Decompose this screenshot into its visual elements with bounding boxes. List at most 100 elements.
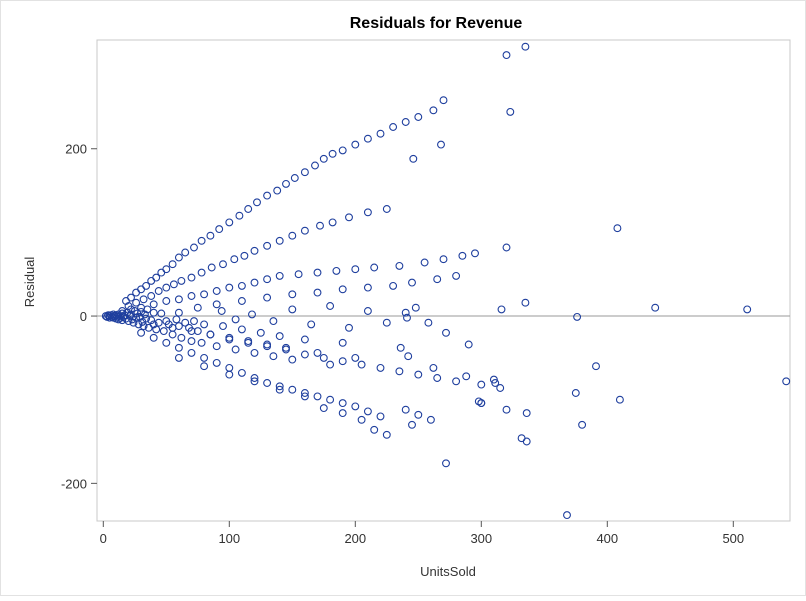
data-point xyxy=(311,161,319,170)
data-point xyxy=(149,308,158,317)
data-point xyxy=(250,348,259,357)
y-tick-label: 200 xyxy=(65,142,87,157)
data-point xyxy=(149,333,158,342)
data-point xyxy=(187,292,196,300)
data-point xyxy=(140,310,149,319)
data-point xyxy=(174,353,183,362)
data-point xyxy=(563,511,571,520)
data-point xyxy=(124,317,133,326)
data-point xyxy=(313,288,322,297)
data-point xyxy=(408,278,416,287)
data-point xyxy=(782,377,791,386)
data-point xyxy=(206,231,215,240)
data-point xyxy=(403,313,411,322)
data-point xyxy=(404,352,413,361)
data-point xyxy=(190,317,198,326)
data-point xyxy=(452,377,461,386)
data-point xyxy=(127,305,135,314)
data-point xyxy=(414,113,423,121)
data-point xyxy=(225,370,234,379)
data-point xyxy=(414,410,423,419)
y-tick-label: 0 xyxy=(80,309,87,324)
data-point xyxy=(316,221,324,230)
data-point xyxy=(147,292,156,300)
data-point xyxy=(282,179,290,188)
x-tick-label: 300 xyxy=(470,531,492,546)
data-point xyxy=(193,303,202,312)
data-point xyxy=(225,335,234,344)
data-point xyxy=(351,353,360,362)
data-point xyxy=(328,149,337,158)
data-point xyxy=(235,211,244,220)
data-point xyxy=(263,275,272,284)
data-point xyxy=(212,287,221,295)
data-point xyxy=(162,283,171,292)
data-point xyxy=(137,328,146,337)
data-point xyxy=(420,258,429,267)
data-point xyxy=(237,297,246,305)
data-point xyxy=(382,205,391,213)
data-point xyxy=(615,395,624,404)
data-point xyxy=(275,271,284,280)
data-point xyxy=(345,323,353,332)
data-point xyxy=(128,315,137,324)
data-point xyxy=(212,300,221,309)
data-point xyxy=(177,276,186,285)
data-point xyxy=(225,218,234,227)
data-point xyxy=(426,415,435,424)
data-point xyxy=(326,395,335,404)
data-point xyxy=(244,338,253,347)
data-point xyxy=(424,318,433,327)
data-point xyxy=(174,295,183,304)
data-point xyxy=(288,305,297,314)
data-point xyxy=(351,402,360,411)
data-point xyxy=(152,325,161,334)
data-point xyxy=(168,323,177,332)
data-point xyxy=(250,278,259,287)
data-point xyxy=(219,322,227,331)
data-point xyxy=(433,275,442,284)
data-point xyxy=(207,263,216,272)
data-point xyxy=(477,399,486,408)
x-tick-label: 200 xyxy=(344,531,366,546)
data-point xyxy=(452,271,461,280)
data-point xyxy=(169,280,178,289)
data-point xyxy=(433,374,442,382)
data-point xyxy=(200,353,209,362)
x-tick-label: 400 xyxy=(596,531,618,546)
data-point xyxy=(491,379,500,387)
data-point xyxy=(231,345,240,354)
data-point xyxy=(382,318,391,327)
data-point xyxy=(275,382,284,391)
data-point xyxy=(168,260,177,269)
data-point xyxy=(127,293,135,302)
data-point xyxy=(502,243,511,252)
data-point xyxy=(197,268,206,277)
data-point xyxy=(578,420,587,429)
data-point xyxy=(395,261,404,270)
data-point xyxy=(442,328,450,337)
data-point xyxy=(275,236,284,245)
scatter-points xyxy=(101,42,791,520)
data-point xyxy=(200,362,209,371)
data-point xyxy=(288,385,297,394)
data-point xyxy=(237,325,246,334)
data-point xyxy=(290,174,299,182)
x-tick-label: 0 xyxy=(100,531,107,546)
data-point xyxy=(471,249,479,258)
data-point xyxy=(521,298,530,307)
data-point xyxy=(269,317,278,326)
data-point xyxy=(442,459,450,468)
y-tick-label: -200 xyxy=(61,476,87,491)
data-point xyxy=(300,335,309,344)
data-point xyxy=(429,363,438,372)
data-point xyxy=(497,305,506,314)
data-point xyxy=(142,281,151,290)
data-point xyxy=(215,225,224,234)
data-point xyxy=(370,425,379,434)
data-point xyxy=(502,405,511,414)
data-point xyxy=(263,241,272,250)
